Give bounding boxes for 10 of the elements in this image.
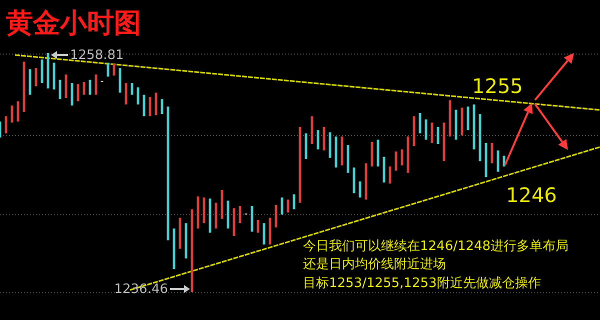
- annotation: 1258.81: [70, 48, 124, 63]
- annotation: 目标1253/1255,1253附近先做减仓操作: [303, 276, 541, 291]
- price-note: 1258.81: [51, 48, 124, 63]
- annotation: 1255: [472, 74, 523, 98]
- chart-title: 黄金小时图: [5, 8, 141, 39]
- annotation: 1236.46: [114, 282, 168, 297]
- annotation: 今日我们可以继续在1246/1248进行多单布局: [303, 239, 569, 254]
- annotation: 还是日内均价线附近进场: [303, 257, 446, 272]
- annotation: 1246: [506, 183, 557, 207]
- price-note: 1236.46: [114, 282, 190, 297]
